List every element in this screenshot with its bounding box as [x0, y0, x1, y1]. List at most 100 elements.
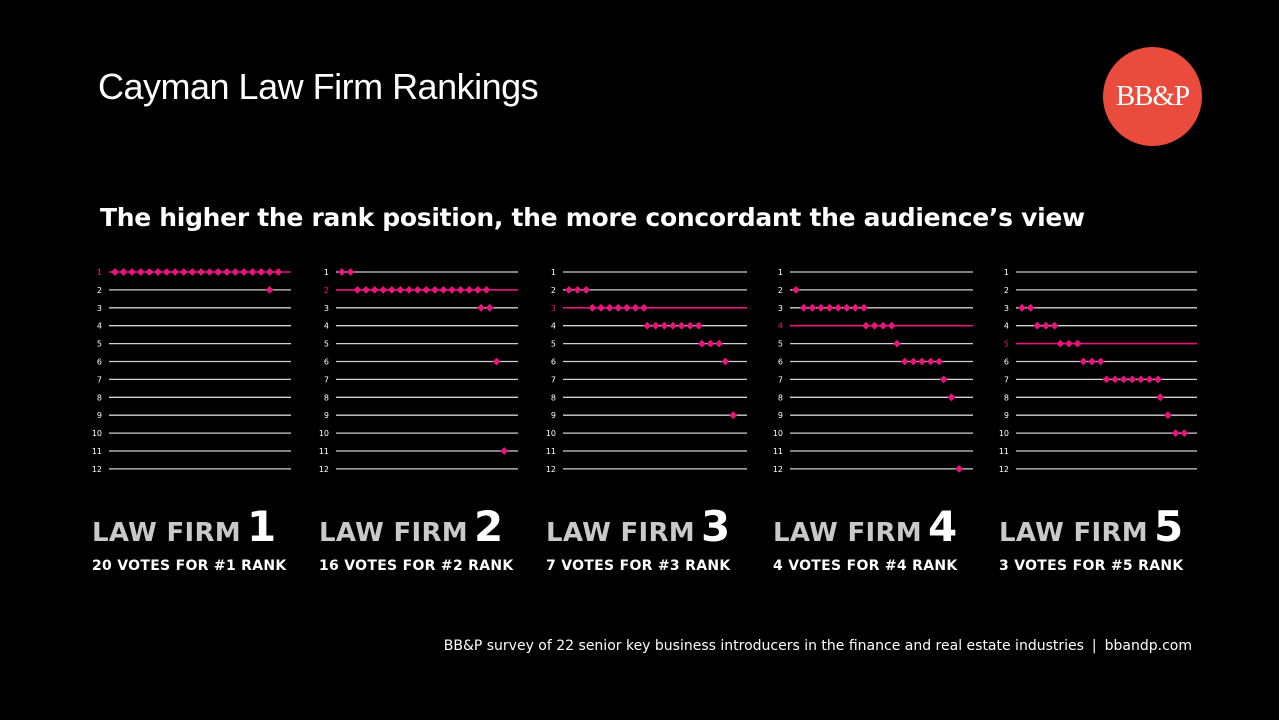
vote-marker-2-rank-2	[353, 286, 362, 294]
rank-label-3-2: 2	[551, 286, 556, 295]
firm-title-2: LAW FIRM 2	[319, 502, 503, 551]
vote-marker-4-rank-8	[947, 393, 956, 402]
rank-label-5-9: 9	[1004, 411, 1009, 420]
vote-marker-5-rank-4	[1042, 321, 1050, 330]
rank-label-3-12: 12	[546, 465, 556, 474]
vote-marker-2-rank-2	[430, 286, 439, 294]
rank-label-1-12: 12	[92, 465, 102, 474]
rank-label-4-10: 10	[773, 429, 783, 438]
rank-label-4-3: 3	[778, 304, 783, 313]
rank-label-2-6: 6	[324, 358, 329, 367]
rank-label-4-12: 12	[773, 465, 783, 474]
firm-word: LAW FIRM	[546, 518, 695, 548]
rank-label-5-7: 7	[1004, 375, 1009, 384]
vote-marker-5-rank-6	[1088, 357, 1096, 366]
rank-label-1-2: 2	[97, 286, 102, 295]
vote-marker-4-rank-4	[887, 321, 896, 330]
vote-marker-1-rank-1	[145, 268, 154, 276]
vote-marker-3-rank-2	[573, 286, 582, 294]
vote-marker-2-rank-2	[396, 286, 405, 294]
vote-marker-5-rank-5	[1065, 339, 1073, 348]
firm-number: 3	[700, 502, 731, 551]
vote-marker-3-rank-3	[622, 303, 631, 312]
votes-label-3: 7 VOTES FOR #3 RANK	[546, 558, 731, 574]
vote-marker-3-rank-9	[729, 411, 738, 420]
rank-label-3-6: 6	[551, 358, 556, 367]
rank-label-3-4: 4	[551, 322, 556, 331]
rank-label-3-1: 1	[551, 268, 556, 277]
vote-marker-3-rank-4	[686, 321, 695, 330]
rank-label-4-4: 4	[778, 322, 783, 331]
vote-marker-2-rank-1	[338, 268, 346, 276]
vote-marker-4-rank-6	[918, 357, 926, 366]
rank-label-1-4: 4	[97, 322, 102, 331]
vote-marker-1-rank-1	[240, 268, 248, 276]
vote-marker-3-rank-3	[614, 303, 623, 312]
vote-marker-1-rank-1	[188, 268, 197, 276]
vote-marker-1-rank-1	[136, 268, 145, 276]
firm-word: LAW FIRM	[92, 518, 241, 548]
vote-marker-4-rank-6	[926, 357, 935, 366]
vote-marker-2-rank-2	[422, 286, 431, 294]
vote-marker-2-rank-3	[477, 303, 485, 312]
rank-label-3-10: 10	[546, 429, 556, 438]
vote-marker-2-rank-2	[387, 286, 396, 294]
rank-label-4-11: 11	[773, 447, 783, 456]
vote-marker-4-rank-4	[879, 321, 888, 330]
rank-label-2-8: 8	[324, 393, 329, 402]
vote-marker-4-rank-2	[792, 286, 800, 294]
rank-label-5-10: 10	[999, 429, 1009, 438]
firm-word: LAW FIRM	[999, 518, 1148, 548]
rank-label-2-11: 11	[319, 447, 329, 456]
rank-label-4-1: 1	[778, 268, 783, 277]
vote-marker-3-rank-2	[582, 286, 591, 294]
vote-marker-2-rank-2	[456, 286, 465, 294]
vote-marker-5-rank-9	[1164, 411, 1172, 420]
vote-marker-5-rank-7	[1128, 375, 1137, 384]
vote-marker-1-rank-1	[265, 268, 274, 276]
rank-label-2-5: 5	[324, 340, 329, 349]
vote-marker-1-rank-1	[274, 268, 283, 276]
vote-marker-2-rank-11	[500, 447, 509, 455]
vote-marker-4-rank-4	[870, 321, 879, 330]
vote-marker-1-rank-2	[265, 286, 274, 294]
vote-marker-5-rank-7	[1111, 375, 1119, 384]
rank-label-5-8: 8	[1004, 393, 1009, 402]
rank-label-3-5: 5	[551, 340, 556, 349]
vote-marker-3-rank-4	[669, 321, 677, 330]
vote-marker-3-rank-3	[631, 303, 640, 312]
vote-marker-1-rank-1	[154, 268, 162, 276]
vote-marker-3-rank-4	[660, 321, 669, 330]
rank-label-2-10: 10	[319, 429, 329, 438]
vote-marker-4-rank-5	[893, 339, 901, 348]
rank-label-1-6: 6	[97, 358, 102, 367]
rank-label-5-11: 11	[999, 447, 1009, 456]
firm-title-5: LAW FIRM 5	[999, 502, 1183, 551]
firm-number: 4	[927, 502, 958, 551]
vote-marker-3-rank-3	[597, 303, 605, 312]
rank-label-3-7: 7	[551, 375, 556, 384]
vote-marker-4-rank-6	[909, 357, 918, 366]
rank-label-1-9: 9	[97, 411, 102, 420]
vote-marker-3-rank-5	[715, 339, 724, 348]
vote-marker-1-rank-1	[162, 268, 171, 276]
vote-marker-3-rank-4	[694, 321, 703, 330]
vote-marker-2-rank-2	[405, 286, 413, 294]
firm-title-3: LAW FIRM 3	[546, 502, 730, 551]
bbp-logo: BB&P	[1103, 47, 1202, 146]
vote-marker-2-rank-2	[413, 286, 422, 294]
vote-marker-1-rank-1	[231, 268, 240, 276]
rank-label-3-11: 11	[546, 447, 556, 456]
vote-marker-3-rank-6	[721, 357, 730, 366]
rank-label-5-12: 12	[999, 465, 1009, 474]
firm-number: 5	[1153, 502, 1184, 551]
footer-source-text: BB&P survey of 22 senior key business in…	[443, 638, 1084, 654]
vote-marker-5-rank-7	[1102, 375, 1111, 384]
vote-marker-1-rank-1	[111, 268, 119, 276]
vote-marker-4-rank-3	[808, 303, 817, 312]
footer-website-link[interactable]: bbandp.com	[1104, 638, 1192, 654]
rank-label-3-9: 9	[551, 411, 556, 420]
vote-marker-5-rank-5	[1073, 339, 1082, 348]
votes-label-2: 16 VOTES FOR #2 RANK	[319, 558, 514, 574]
vote-marker-5-rank-10	[1180, 429, 1189, 437]
